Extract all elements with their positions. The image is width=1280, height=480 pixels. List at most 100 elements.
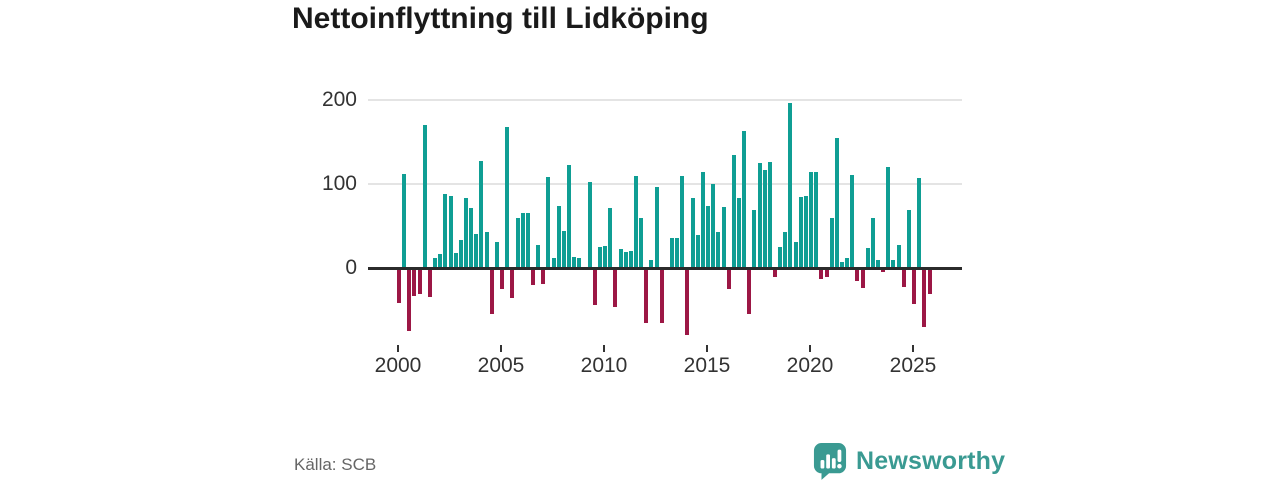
positive-bar (778, 247, 783, 268)
y-axis-tick-label: 100 (321, 172, 357, 195)
positive-bar (479, 160, 484, 268)
positive-bar (891, 260, 896, 268)
positive-bar (551, 257, 556, 268)
positive-bar (834, 137, 839, 268)
negative-bar (412, 269, 417, 296)
x-axis-tick-label: 2025 (889, 354, 937, 377)
positive-bar (448, 195, 453, 268)
positive-bar (520, 213, 525, 268)
negative-bar (427, 269, 432, 297)
positive-bar (870, 217, 875, 268)
x-axis-tick-mark (706, 345, 708, 352)
x-axis-tick-label: 2010 (580, 354, 628, 377)
positive-bar (695, 235, 700, 268)
positive-bar (628, 251, 633, 268)
positive-bar (783, 231, 788, 268)
positive-bar (706, 205, 710, 268)
positive-bar (433, 257, 438, 268)
negative-bar (397, 269, 401, 304)
negative-bar (417, 269, 422, 295)
positive-bar (731, 155, 736, 268)
positive-bar (839, 262, 844, 268)
positive-bar (736, 198, 741, 268)
source-note: Källa: SCB (294, 455, 377, 474)
negative-bar (659, 269, 664, 323)
negative-bar (747, 269, 752, 315)
positive-bar (670, 237, 674, 268)
negative-bar (530, 269, 535, 285)
positive-bar (803, 195, 808, 268)
negative-bar (901, 269, 906, 287)
positive-bar (536, 245, 540, 268)
positive-bar (798, 196, 803, 268)
positive-bar (721, 206, 726, 268)
positive-bar (469, 208, 474, 268)
brand-name: Newsworthy (856, 446, 1006, 475)
positive-bar (752, 210, 757, 268)
positive-bar (587, 182, 592, 268)
negative-bar (773, 269, 777, 277)
positive-bar (494, 242, 499, 268)
x-axis-tick-label: 2000 (374, 354, 422, 377)
positive-bar (850, 174, 855, 268)
newsworthy-brand: Newsworthy (813, 442, 1005, 480)
y-gridline (368, 183, 962, 185)
positive-bar (505, 126, 510, 268)
positive-bar (654, 187, 659, 268)
positive-bar (896, 245, 901, 268)
x-axis-tick-mark (603, 345, 605, 352)
positive-bar (906, 210, 911, 268)
positive-bar (561, 231, 566, 268)
negative-bar (819, 269, 824, 280)
positive-bar (829, 218, 834, 268)
negative-bar (726, 269, 731, 290)
negative-bar (500, 269, 504, 290)
positive-bar (422, 125, 427, 268)
x-axis-tick-mark (912, 345, 914, 352)
negative-bar (685, 269, 690, 336)
positive-bar (618, 248, 623, 268)
positive-bar (597, 247, 602, 268)
positive-bar (639, 218, 643, 268)
speech-bubble-bar-chart-icon (813, 443, 847, 480)
positive-bar (474, 234, 479, 268)
positive-bar (567, 164, 571, 268)
positive-bar (742, 131, 746, 268)
positive-bar (675, 237, 680, 268)
positive-bar (608, 208, 613, 268)
positive-bar (700, 172, 705, 268)
positive-bar (623, 252, 628, 268)
negative-bar (922, 269, 927, 327)
negative-bar (510, 269, 515, 298)
positive-bar (917, 178, 922, 268)
positive-bar (572, 257, 577, 268)
x-axis-tick-mark (500, 345, 502, 352)
negative-bar (541, 269, 546, 285)
positive-bar (463, 198, 468, 268)
positive-bar (458, 240, 463, 268)
x-axis-tick-label: 2020 (786, 354, 834, 377)
positive-bar (845, 257, 849, 268)
positive-bar (757, 163, 762, 268)
positive-bar (453, 252, 458, 268)
positive-bar (788, 103, 793, 268)
chart-title: Nettoinflyttning till Lidköping (292, 2, 709, 35)
positive-bar (793, 242, 798, 268)
negative-bar (407, 269, 412, 332)
positive-bar (809, 172, 813, 268)
positive-bar (886, 167, 891, 268)
positive-bar (603, 246, 607, 268)
positive-bar (438, 253, 443, 268)
positive-bar (443, 194, 448, 268)
positive-bar (402, 173, 407, 268)
zero-axis-line (368, 267, 962, 270)
positive-bar (767, 162, 772, 268)
x-axis-tick-mark (397, 345, 399, 352)
positive-bar (865, 247, 870, 268)
negative-bar (824, 269, 829, 277)
y-gridline (368, 99, 962, 101)
positive-bar (649, 259, 654, 268)
positive-bar (680, 176, 685, 268)
